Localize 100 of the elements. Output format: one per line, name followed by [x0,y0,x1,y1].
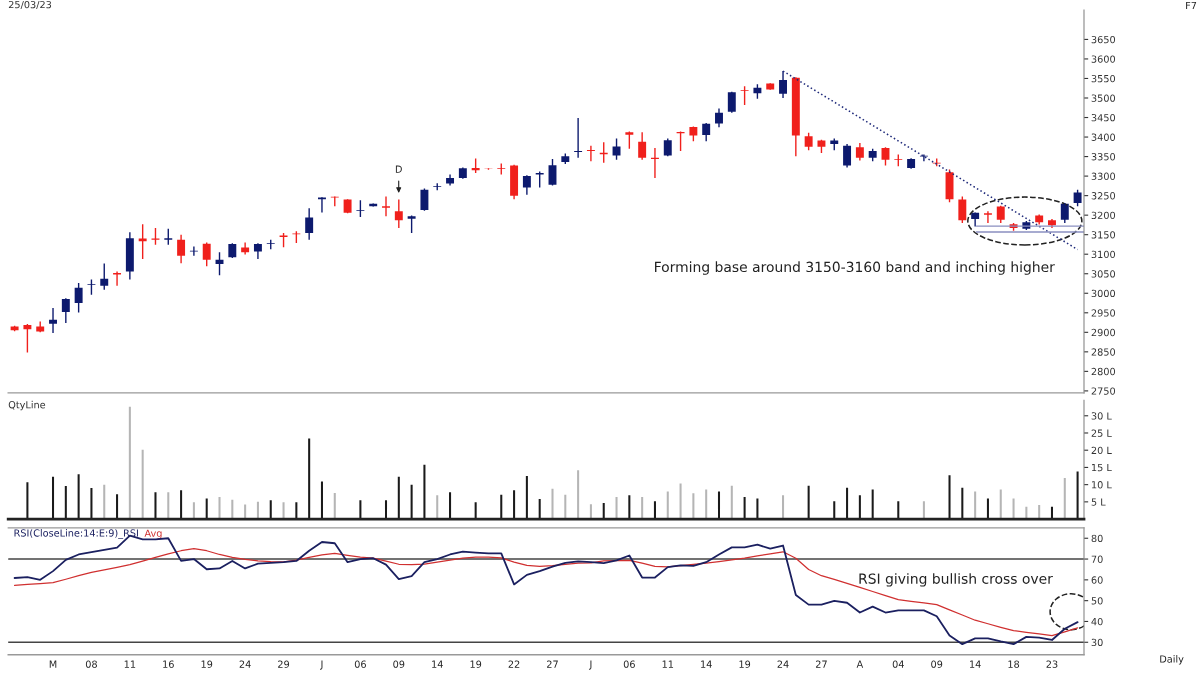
y-tick-label: 40 [1091,617,1103,626]
y-tick-label: 3150 [1091,231,1116,239]
x-tick-label: 14 [701,660,712,668]
x-tick-label: M [49,660,57,668]
chart-title: QtyLine [8,400,46,411]
bar [1038,504,1041,520]
y-tick-label: 5 L [1091,498,1106,506]
annotation: RSI giving bullish cross over [859,573,1053,587]
y-tick-label: 3000 [1091,289,1116,298]
y-tick-label: 2950 [1091,309,1116,317]
text: Daily [1160,655,1184,665]
bar [218,497,221,520]
bar [103,484,106,520]
x-tick-label: 19 [739,660,751,668]
y-tick-label: 2750 [1091,387,1116,395]
x-tick-label: 08 [85,660,97,668]
y-tick-label: 10 L [1092,481,1112,489]
bar [999,489,1002,520]
y-tick-label: 3100 [1091,250,1116,259]
y-tick-label: 25 L [1091,429,1112,437]
bar [128,406,131,520]
x-tick-label: 24 [239,660,251,668]
x-tick-label: 23 [1046,660,1058,668]
y-tick-label: 3450 [1091,114,1116,122]
bar [666,491,669,520]
y-tick-label: 70 [1091,555,1103,563]
bar [141,449,144,520]
candlestick [574,117,583,159]
bar [256,501,259,520]
x-tick-label: A [856,660,864,668]
annotation: D [395,165,402,173]
bar [692,493,695,520]
bar [551,488,554,520]
y-tick-label: 2900 [1091,328,1116,337]
bar [974,491,977,520]
bar [730,485,733,520]
bar [1012,498,1015,520]
bar [1063,478,1066,520]
x-tick-label: 06 [623,660,635,668]
y-tick-label: 30 [1091,638,1103,647]
y-tick-label: 3050 [1091,270,1116,278]
y-tick-label: 3650 [1091,35,1116,44]
y-tick-label: 2850 [1091,348,1116,356]
bar [192,502,195,520]
y-tick-label: 20 L [1091,446,1112,455]
y-tick-label: 3550 [1091,74,1116,83]
y-tick-label: 30 L [1091,412,1112,420]
chart-title: 25/03/23 [8,0,52,10]
x-tick-label: 29 [278,660,290,668]
bar [589,504,592,520]
x-tick-label: 14 [970,660,981,668]
candlestick [740,85,749,106]
x-tick-label: J [588,660,592,670]
candlestick [983,210,992,224]
bar [577,470,580,520]
x-tick-label: 11 [124,660,136,668]
bar [167,492,170,520]
y-tick-label: 3400 [1091,133,1116,141]
y-tick-label: 3300 [1091,172,1116,180]
x-tick-label: 11 [662,660,674,668]
x-tick-label: 19 [470,660,482,668]
series-label: RSI(CloseLine:14:E:9)_RSI [14,529,138,539]
x-tick-label: 19 [201,660,213,668]
x-tick-label: 04 [892,660,904,668]
bar [436,495,439,520]
bar [231,499,234,520]
candlestick [113,270,122,287]
bar [641,497,644,520]
bar [333,492,336,520]
bar [782,495,785,520]
x-tick-label: 09 [931,660,943,668]
y-tick-label: 50 [1091,597,1103,605]
series-label: Avg [144,529,162,539]
y-tick-label: 2800 [1091,367,1116,376]
x-tick-label: 16 [163,660,174,668]
y-tick-label: 3600 [1091,55,1116,63]
y-tick-label: 3200 [1091,211,1116,219]
y-tick-label: 3350 [1091,153,1116,161]
bar [282,502,285,520]
y-tick-label: 80 [1091,534,1103,543]
annotation: Forming base around 3150-3160 band and inching higher [655,261,1055,275]
text: F7 [1186,1,1197,9]
y-tick-label: 60 [1091,576,1103,584]
x-tick-label: 18 [1008,660,1020,668]
x-tick-label: 14 [432,660,443,668]
x-tick-label: 22 [508,660,520,668]
y-tick-label: 15 L [1092,464,1112,472]
x-tick-label: 27 [547,660,558,668]
candlestick [727,91,736,114]
bar [679,483,682,520]
y-tick-label: 3500 [1091,94,1116,102]
bar [615,497,618,520]
x-tick-label: 09 [393,660,405,668]
bar [922,501,925,520]
x-tick-label: 24 [777,660,789,668]
bar [564,494,567,520]
candlestick [382,195,390,218]
x-tick-label: 27 [815,660,827,668]
y-tick-label: 3250 [1091,192,1116,200]
x-tick-label: 06 [354,660,366,668]
